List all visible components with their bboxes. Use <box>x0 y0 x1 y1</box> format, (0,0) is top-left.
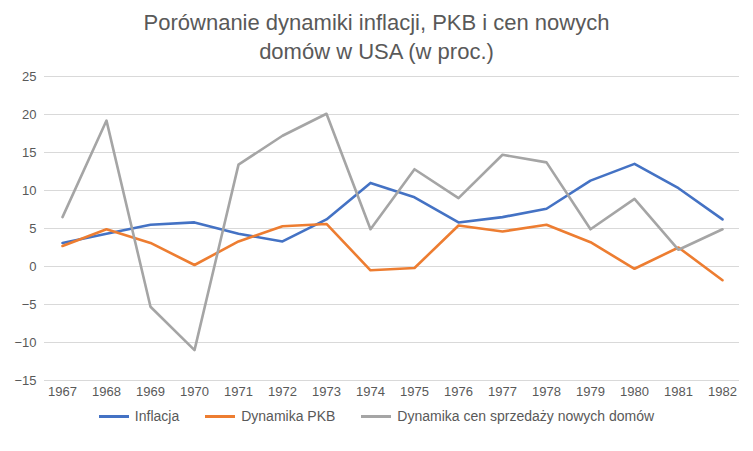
svg-text:1973: 1973 <box>312 384 341 399</box>
svg-text:1974: 1974 <box>356 384 385 399</box>
html-text:Inflacja: Inflacja <box>134 408 180 424</box>
svg-text:5: 5 <box>29 221 36 236</box>
svg-text:1972: 1972 <box>268 384 297 399</box>
svg-text:20: 20 <box>22 107 36 122</box>
svg-text:1978: 1978 <box>532 384 561 399</box>
html-text:Porównanie dynamiki inflacji,: Porównanie dynamiki inflacji, PKB i cen … <box>143 10 610 64</box>
svg-text:1979: 1979 <box>576 384 605 399</box>
svg-text:0: 0 <box>29 259 36 274</box>
svg-text:15: 15 <box>22 145 36 160</box>
svg-text:10: 10 <box>22 183 36 198</box>
svg-text:1971: 1971 <box>224 384 253 399</box>
svg-text:1981: 1981 <box>664 384 693 399</box>
svg-text:1976: 1976 <box>444 384 473 399</box>
svg-text:−10: −10 <box>14 335 36 350</box>
svg-text:1977: 1977 <box>488 384 517 399</box>
svg-text:1969: 1969 <box>136 384 165 399</box>
svg-text:1968: 1968 <box>92 384 121 399</box>
svg-text:25: 25 <box>22 69 36 84</box>
svg-text:1975: 1975 <box>400 384 429 399</box>
svg-text:1980: 1980 <box>620 384 649 399</box>
svg-text:−5: −5 <box>22 297 37 312</box>
html-text:Dynamika PKB: Dynamika PKB <box>241 408 336 424</box>
svg-text:1970: 1970 <box>180 384 209 399</box>
html-text:Dynamika cen sprzedaży nowych: Dynamika cen sprzedaży nowych domów <box>397 408 655 424</box>
svg-text:1982: 1982 <box>708 384 737 399</box>
svg-text:−15: −15 <box>14 373 36 388</box>
svg-text:1967: 1967 <box>48 384 77 399</box>
